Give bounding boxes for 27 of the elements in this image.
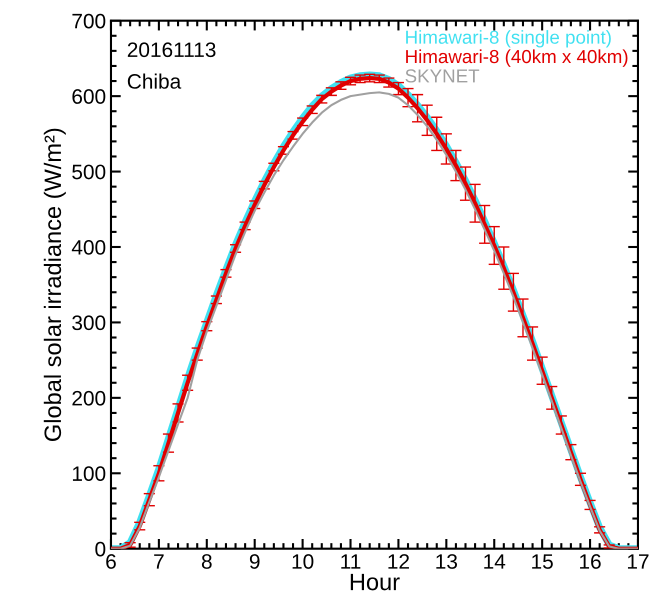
x-tick-label: 8 <box>202 554 212 569</box>
x-tick-label: 17 <box>628 554 649 569</box>
x-axis-title: Hour <box>350 574 400 590</box>
y-tick-label: 500 <box>72 164 106 180</box>
y-axis-title: Global solar irradiance (W/m²) <box>44 128 66 441</box>
series-label: Himawari-8 (single point) <box>406 30 611 48</box>
y-tick-label: 300 <box>72 315 106 330</box>
x-tick-label: 14 <box>484 554 506 569</box>
x-tick-label: 13 <box>436 554 458 569</box>
series-label: Himawari-8 (40km x 40km) <box>406 49 628 67</box>
series-label: SKYNET <box>405 69 480 83</box>
y-tick-label: 200 <box>72 390 106 406</box>
x-tick-label: 6 <box>106 554 116 569</box>
x-tick-label: 7 <box>154 554 164 569</box>
annotation: 20161113 <box>128 42 216 58</box>
x-tick-label: 11 <box>341 554 360 569</box>
y-tick-label: 0 <box>95 542 106 556</box>
x-tick-label: 12 <box>388 554 409 569</box>
x-tick-label: 16 <box>580 554 601 569</box>
y-tick-label: 700 <box>72 14 106 28</box>
y-tick-label: 100 <box>72 466 106 482</box>
annotation: Chiba <box>128 74 182 89</box>
y-tick-label: 400 <box>72 240 106 255</box>
x-tick-label: 9 <box>250 554 260 569</box>
y-tick-label: 600 <box>72 89 106 104</box>
x-tick-label: 15 <box>532 554 553 569</box>
x-tick-label: 10 <box>292 554 314 569</box>
